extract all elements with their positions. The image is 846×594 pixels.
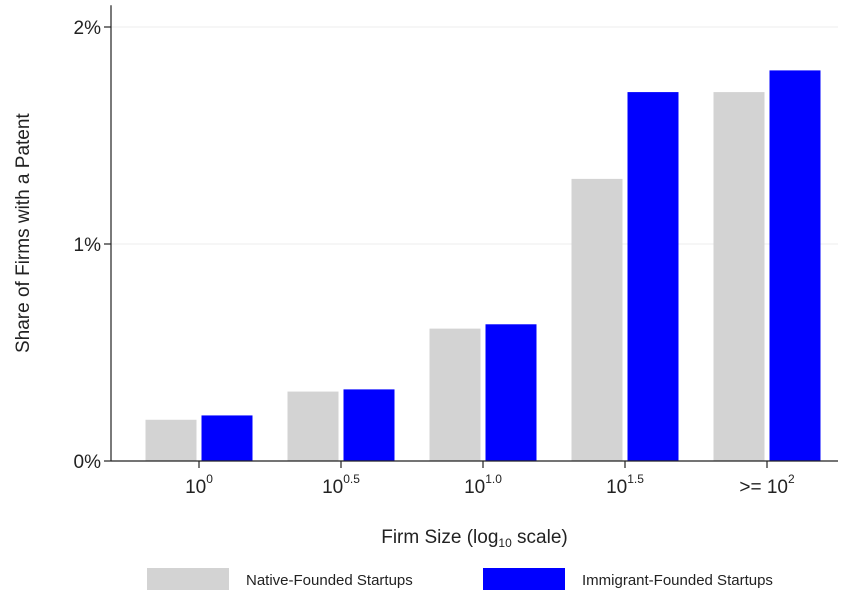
legend: Native-Founded Startups Immigrant-Founded… <box>147 568 773 590</box>
x-axis-title: Firm Size (log10 scale) <box>381 527 568 550</box>
x-tick-label: >= 102 <box>739 472 795 498</box>
bar-immigrant <box>485 324 537 461</box>
y-axis-ticks: 0% 1% 2% <box>74 18 111 473</box>
x-tick-label: 100.5 <box>322 472 360 498</box>
x-tick-label: 101.5 <box>606 472 644 498</box>
bar-immigrant <box>343 389 395 461</box>
x-tick-label: 100 <box>185 472 213 498</box>
legend-label-immigrant: Immigrant-Founded Startups <box>582 572 773 589</box>
x-tick-label: 101.0 <box>464 472 502 498</box>
y-axis-title: Share of Firms with a Patent <box>13 113 34 353</box>
x-axis-title-suffix: scale) <box>512 527 568 548</box>
bar-native <box>713 92 765 461</box>
y-tick-label: 1% <box>74 235 102 256</box>
bar-immigrant <box>769 70 821 462</box>
x-axis-ticks: 100 100.5 101.0 101.5 >= 102 <box>185 461 795 498</box>
legend-swatch-immigrant <box>483 568 565 590</box>
bar-native <box>145 419 197 461</box>
bar-native <box>571 178 623 461</box>
bar-native <box>429 328 481 461</box>
bars <box>145 70 821 462</box>
y-tick-label: 0% <box>74 452 102 473</box>
x-axis-title-subscript: 10 <box>498 536 512 550</box>
x-axis-title-prefix: Firm Size (log <box>381 527 498 548</box>
bar-immigrant <box>627 92 679 461</box>
legend-label-native: Native-Founded Startups <box>246 572 413 589</box>
bar-native <box>287 391 339 461</box>
bar-immigrant <box>201 415 253 461</box>
legend-swatch-native <box>147 568 229 590</box>
y-tick-label: 2% <box>74 18 102 39</box>
